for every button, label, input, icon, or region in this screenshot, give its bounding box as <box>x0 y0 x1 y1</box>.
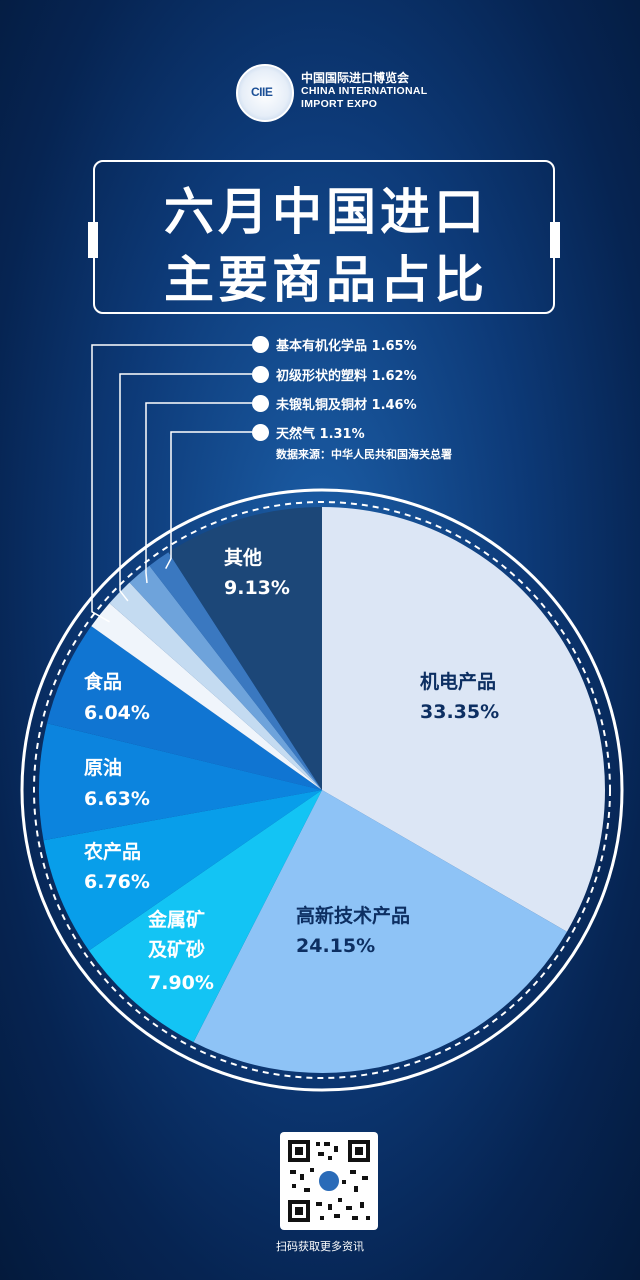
slice-label: 金属矿 <box>147 908 205 931</box>
pie-slice-4 <box>38 723 323 841</box>
slice-label: 食品 <box>84 670 122 693</box>
slice-label: 农产品 <box>83 840 141 863</box>
callout-leader-line <box>145 402 252 584</box>
callout-label: 初级形状的塑料 1.62% <box>276 369 417 384</box>
slice-value: 7.90% <box>148 972 214 994</box>
slice-label: 高新技术产品 <box>296 904 410 927</box>
callout-dot <box>252 366 269 383</box>
qr-caption: 扫码获取更多资讯 <box>276 1240 364 1253</box>
title-frame: 六月中国进口 主要商品占比 <box>93 160 555 314</box>
organizer-name-en-2: IMPORT EXPO <box>301 98 378 110</box>
pie-slice-9 <box>149 552 322 790</box>
callout-dot <box>252 395 269 412</box>
page-title-line-2: 主要商品占比 <box>164 251 488 309</box>
callout-dot <box>252 336 269 353</box>
pie-slice-10 <box>168 506 322 790</box>
callout-label: 基本有机化学品 1.65% <box>276 339 417 354</box>
title-frame-tab-right <box>550 222 560 258</box>
pie-outer-ring <box>20 488 624 1092</box>
pie-slice-6 <box>91 603 322 790</box>
qr-center-logo <box>317 1169 341 1193</box>
callout-leader-line <box>165 431 252 569</box>
pie-slice-8 <box>129 565 322 790</box>
qr-code[interactable] <box>280 1132 378 1230</box>
slice-value: 6.76% <box>84 871 150 893</box>
logo-text: CIIE <box>251 85 273 99</box>
pie-slice-7 <box>109 582 322 790</box>
slice-value: 6.63% <box>84 788 150 810</box>
slice-value: 24.15% <box>296 935 375 957</box>
callout-label: 天然气 1.31% <box>276 427 365 442</box>
slice-value: 33.35% <box>420 701 499 723</box>
slice-label: 原油 <box>84 757 122 779</box>
organizer-name-cn: 中国国际进口博览会 <box>301 71 410 85</box>
pie-slice-0 <box>322 507 606 932</box>
callout-dot <box>252 424 269 441</box>
callout-label: 未锻轧铜及铜材 1.46% <box>276 398 417 413</box>
slice-value: 6.04% <box>84 702 150 724</box>
page-title-line-1: 六月中国进口 <box>164 183 488 241</box>
pie-slice-2 <box>88 790 322 1043</box>
callout-leader-line <box>91 344 252 623</box>
organizer: 中国国际进口博览会 CHINA INTERNATIONAL IMPORT EXP… <box>301 72 427 111</box>
callout-leader-line <box>119 373 252 602</box>
pie-slice-3 <box>43 790 323 951</box>
slice-label: 及矿砂 <box>148 938 205 961</box>
qr-code-pattern <box>288 1140 370 1222</box>
data-source: 数据来源：中华人民共和国海关总署 <box>276 448 452 461</box>
pie-dashed-ring <box>33 501 611 1079</box>
pie-slice-5 <box>46 626 323 790</box>
ciie-logo: CIIE <box>236 64 294 122</box>
organizer-name-en-1: CHINA INTERNATIONAL <box>301 85 428 97</box>
slice-value: 9.13% <box>224 577 290 599</box>
header: CIIE 中国国际进口博览会 CHINA INTERNATIONAL IMPOR… <box>0 62 640 132</box>
slice-label: 机电产品 <box>420 670 496 693</box>
slice-label: 其他 <box>224 546 262 569</box>
pie-slice-1 <box>193 790 567 1073</box>
